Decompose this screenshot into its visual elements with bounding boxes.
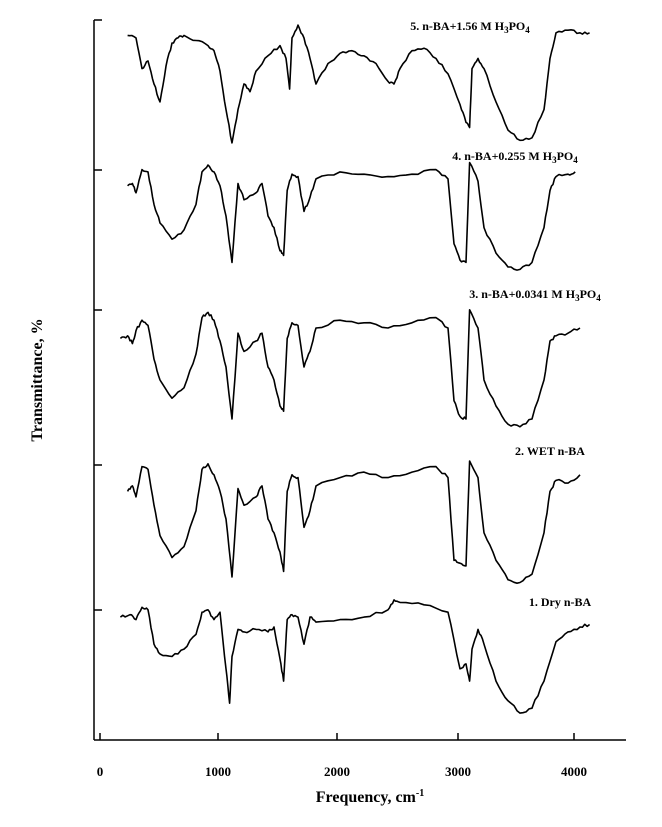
series-label-5-subscript-4: 4 xyxy=(525,25,530,35)
series-line-3 xyxy=(119,309,581,428)
x-axis-title-exponent: -1 xyxy=(416,788,424,799)
series-label-3-tail: PO xyxy=(580,287,597,301)
series-label-4-tail: PO xyxy=(557,149,574,163)
series-label-5-subscript: 3 xyxy=(504,25,509,35)
x-ticks: 0 1000 2000 3000 4000 xyxy=(97,733,587,779)
x-tick-label-4000: 4000 xyxy=(561,764,587,779)
series-label-4-text: 4. n-BA+0.255 M H xyxy=(452,149,553,163)
x-axis-title-text: Frequency, cm xyxy=(316,789,417,806)
series-line-5 xyxy=(127,24,590,144)
series-line-1 xyxy=(119,599,591,714)
axes xyxy=(93,20,626,741)
x-tick-label-1000: 1000 xyxy=(205,764,231,779)
x-tick-label-0: 0 xyxy=(97,764,104,779)
x-tick-label-2000: 2000 xyxy=(324,764,350,779)
series-label-5: 5. n-BA+1.56 M H3PO4 xyxy=(410,19,530,35)
series-label-2-text: 2. WET n-BA xyxy=(515,444,585,458)
series-traces xyxy=(119,24,591,714)
series-label-1-text: 1. Dry n-BA xyxy=(529,595,592,609)
series-labels: 1. Dry n-BA 2. WET n-BA 3. n-BA+0.0341 M H… xyxy=(410,19,601,609)
series-label-4-subscript: 3 xyxy=(552,155,557,165)
series-label-5-text: 5. n-BA+1.56 M H xyxy=(410,19,505,33)
series-label-3: 3. n-BA+0.0341 M H3PO4 xyxy=(469,287,601,303)
y-ticks xyxy=(94,19,102,611)
series-label-3-text: 3. n-BA+0.0341 M H xyxy=(469,287,576,301)
series-line-4 xyxy=(127,161,576,271)
series-line-2 xyxy=(126,460,581,584)
series-label-5-tail: PO xyxy=(509,19,526,33)
series-label-1: 1. Dry n-BA xyxy=(529,595,592,609)
y-axis-title: Transmittance, % xyxy=(29,318,46,441)
series-label-4: 4. n-BA+0.255 M H3PO4 xyxy=(452,149,578,165)
x-axis-title: Frequency, cm-1 xyxy=(316,788,424,806)
x-tick-label-3000: 3000 xyxy=(445,764,471,779)
series-label-2: 2. WET n-BA xyxy=(515,444,585,458)
series-label-3-subscript-4: 4 xyxy=(596,293,601,303)
series-label-4-subscript-4: 4 xyxy=(573,155,578,165)
series-label-3-subscript: 3 xyxy=(575,293,580,303)
